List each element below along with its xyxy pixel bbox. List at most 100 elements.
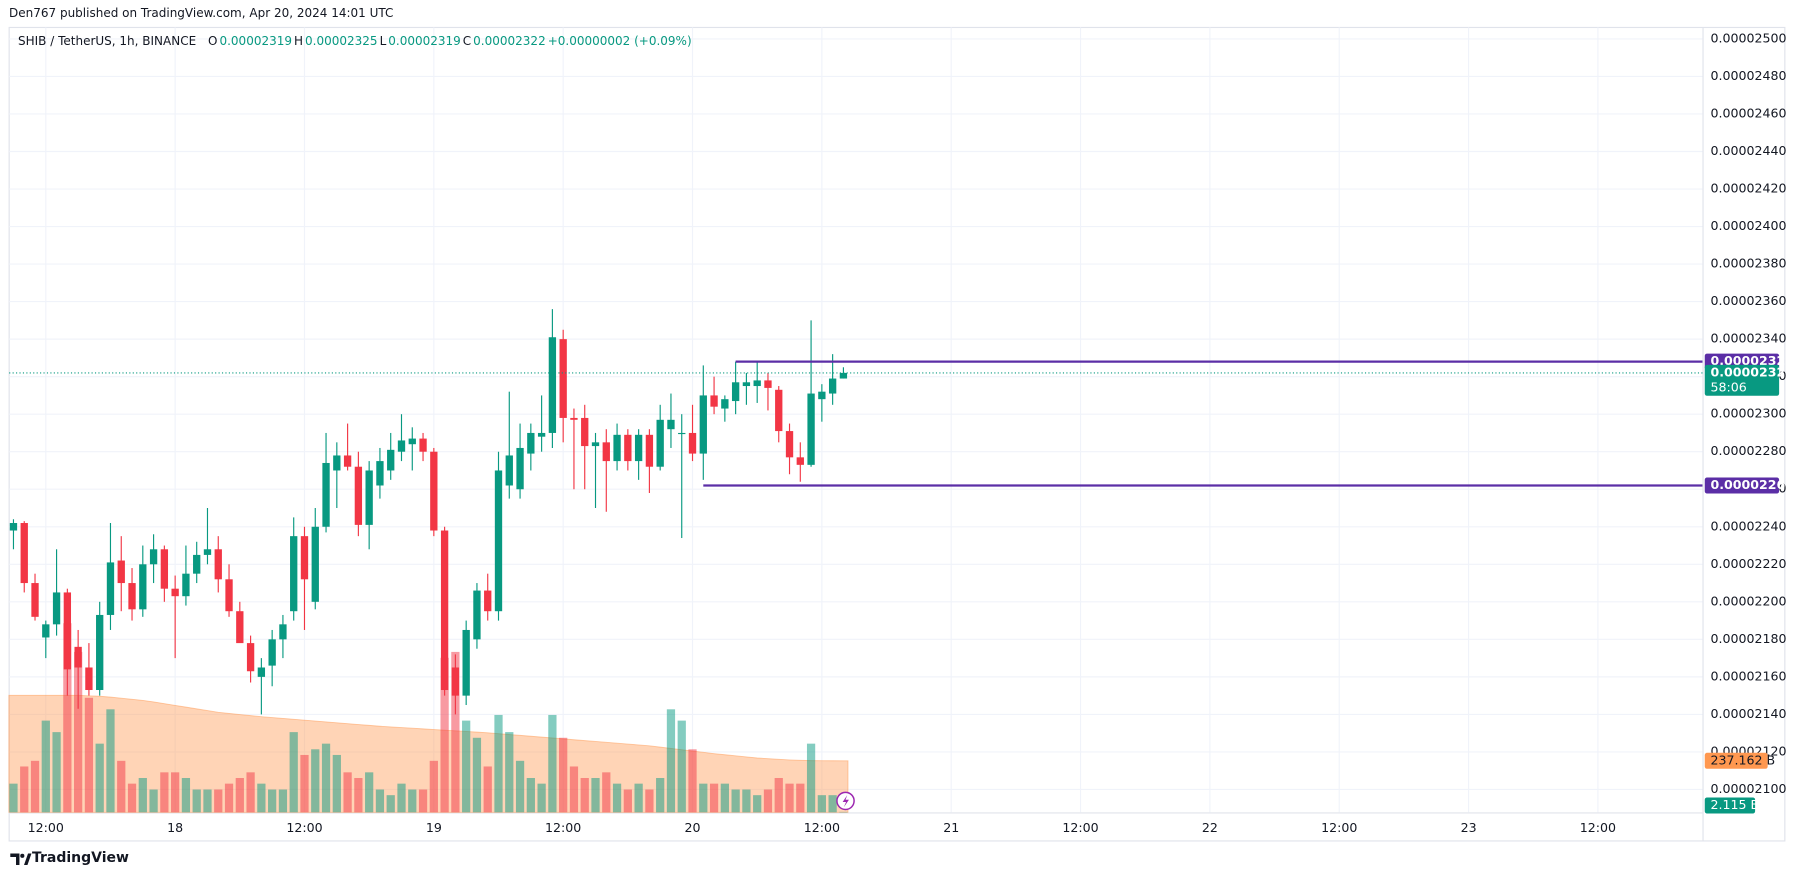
y-tick-label: 0.00002460 — [1710, 105, 1786, 120]
overlay — [9, 360, 1703, 487]
volume-bar — [9, 783, 18, 813]
volume-bar — [785, 783, 794, 813]
volume-bar — [559, 737, 568, 813]
legend-key: H — [294, 34, 304, 48]
x-tick-label: 12:00 — [286, 820, 322, 835]
x-tick-label: 12:00 — [1062, 820, 1098, 835]
volume-bar — [451, 651, 460, 813]
volume-bar — [709, 783, 719, 813]
volume-bar — [645, 789, 654, 813]
volume-bar — [321, 743, 331, 813]
candle-body — [451, 667, 460, 696]
candle-body — [279, 624, 287, 640]
volume-bar — [386, 795, 395, 813]
volume-bar — [127, 783, 137, 813]
candle-body — [343, 455, 352, 467]
candle-body — [634, 434, 643, 462]
candle-body — [624, 434, 632, 462]
candle-body — [397, 440, 406, 452]
candle-body — [128, 583, 136, 610]
candle-body — [678, 432, 686, 435]
logo-part — [24, 853, 32, 865]
volume-bar — [796, 783, 805, 813]
candle-body — [559, 339, 567, 418]
volume-bar — [526, 777, 535, 813]
volume-bar — [181, 777, 191, 813]
candle-body — [225, 579, 233, 612]
candle-body — [796, 457, 804, 465]
volume-bar — [365, 772, 374, 813]
candle-body — [408, 438, 416, 445]
footer-brand[interactable]: TradingView — [32, 850, 129, 866]
countdown-label: 58:06 — [1710, 379, 1746, 394]
candle-body — [117, 560, 125, 584]
volume-bar — [214, 789, 223, 813]
candle-body — [688, 432, 697, 454]
candle-body — [591, 442, 600, 447]
volume-pane — [8, 623, 849, 813]
candle-body — [214, 549, 222, 580]
candle-body — [182, 573, 190, 597]
logo-part — [10, 853, 20, 865]
volume-bar — [418, 789, 428, 813]
volume-bar — [580, 777, 589, 813]
candle-body — [764, 380, 772, 388]
candle-body — [20, 523, 28, 584]
volume-bar — [548, 714, 557, 813]
volume-bar — [278, 789, 288, 813]
published-line: Den767 published on TradingView.com, Apr… — [9, 6, 394, 20]
volume-bar — [95, 743, 104, 813]
symbol-title[interactable]: SHIB / TetherUS, 1h, BINANCE — [18, 34, 197, 48]
candle-body — [807, 393, 815, 465]
y-tick-label: 0.00002360 — [1710, 293, 1786, 308]
candle-body — [645, 434, 654, 467]
volume-bar — [774, 777, 783, 813]
volume-bar — [472, 737, 482, 813]
volume-bar — [246, 772, 255, 813]
candle-body — [516, 447, 524, 490]
volume-bar — [505, 732, 514, 813]
volume-bar — [343, 772, 352, 813]
volume-bar — [408, 789, 417, 813]
legend-value: 0.00002319 — [388, 34, 461, 48]
volume-bar — [332, 754, 341, 813]
volume-bar — [160, 772, 169, 813]
candle-body — [548, 337, 557, 433]
y-tick-label: 0.00002220 — [1710, 556, 1786, 571]
x-tick-label: 21 — [943, 820, 959, 835]
volume-bar — [763, 789, 773, 813]
candle-body — [731, 382, 740, 402]
candle-body — [31, 583, 39, 617]
candle-body — [9, 523, 18, 531]
y-tick-label: 0.00002340 — [1710, 331, 1786, 346]
candle-body — [246, 643, 255, 672]
volume-bar — [828, 795, 837, 813]
volume-last-box — [1704, 797, 1756, 814]
x-tick-label: 12:00 — [28, 820, 64, 835]
volume-bar — [52, 732, 61, 813]
volume-bar — [203, 789, 212, 813]
volume-bar — [224, 783, 234, 813]
volume-bar — [612, 783, 622, 813]
candle-body — [656, 419, 664, 467]
candle-body — [96, 614, 104, 691]
volume-bar — [354, 777, 363, 813]
y-tick-label: 0.00002420 — [1710, 181, 1786, 196]
candle-body — [570, 417, 578, 420]
volume-ma-label: 237.162 B — [1710, 752, 1775, 767]
y-tick-label: 0.00002480 — [1710, 68, 1786, 83]
volume-bar — [84, 697, 94, 813]
y-tick-label: 0.00002440 — [1710, 143, 1786, 158]
candle-body — [419, 438, 427, 452]
axes: 0.000021000.000021200.000021400.00002160… — [28, 30, 1794, 834]
candle-body — [139, 564, 147, 610]
candle-body — [160, 549, 169, 589]
candle-body — [484, 590, 492, 612]
y-tick-label: 0.00002140 — [1710, 706, 1786, 721]
volume-bar — [483, 766, 492, 813]
x-tick-label: 19 — [426, 820, 442, 835]
tv-logo — [10, 853, 32, 865]
legend-key: O — [208, 34, 218, 48]
